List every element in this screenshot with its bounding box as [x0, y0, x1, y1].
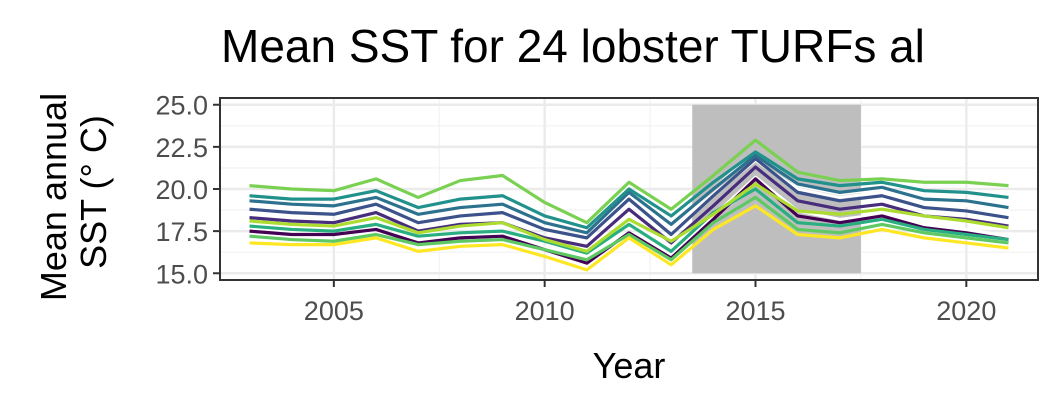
- x-tick-label: 2020: [936, 296, 996, 326]
- y-tick-label: 22.5: [155, 133, 208, 163]
- plot-panel: 15.0 17.5 20.0 22.5 25.0 2005 2010 2015 2020: [155, 91, 1039, 326]
- series-line: [249, 157, 1009, 240]
- y-tick-label: 15.0: [155, 259, 208, 289]
- x-axis-title: Year: [593, 345, 666, 386]
- series-line: [249, 177, 1009, 265]
- y-axis-title: Mean annual SST (° C): [33, 83, 114, 301]
- series-line: [249, 187, 1009, 255]
- chart-title: Mean SST for 24 lobster TURFs al: [221, 20, 925, 72]
- y-tick-label: 25.0: [155, 91, 208, 121]
- y-axis-title-line-1: Mean annual: [33, 93, 74, 301]
- x-tick-label: 2005: [304, 296, 364, 326]
- series-line: [249, 138, 1009, 225]
- x-tick-label: 2010: [515, 296, 575, 326]
- series-line: [249, 153, 1009, 235]
- series-line: [249, 204, 1009, 272]
- series-line: [249, 182, 1009, 253]
- y-tick-label: 17.5: [155, 217, 208, 247]
- y-tick-label: 20.0: [155, 175, 208, 205]
- series-line: [249, 150, 1009, 230]
- x-tick-label: 2015: [725, 296, 785, 326]
- series-line: [249, 195, 1009, 262]
- series-line-white: [249, 158, 1009, 240]
- y-axis-title-line-2: SST (° C): [73, 115, 114, 269]
- series-line: [249, 165, 1009, 248]
